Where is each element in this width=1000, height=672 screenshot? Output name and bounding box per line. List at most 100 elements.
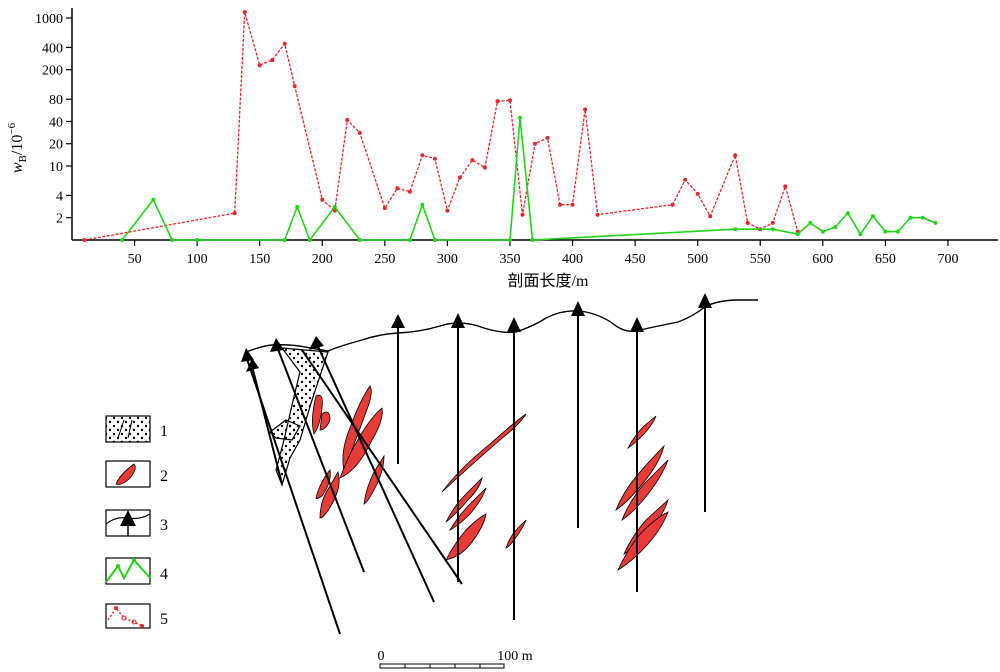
- scale-bar-body: [379, 663, 505, 669]
- breccia-fracture-mark: [117, 419, 133, 439]
- x-tick-label: 600: [812, 252, 833, 267]
- orebody: [312, 394, 323, 435]
- geochem-chart: 1000 400 200 80 40 20 10 4 2 50 100 150 200 250 300 35…: [6, 8, 998, 290]
- x-tick-label: 400: [562, 252, 583, 267]
- x-tick-label: 200: [312, 252, 333, 267]
- data-point: [883, 229, 888, 234]
- x-tick-label: 700: [937, 252, 958, 267]
- series-5: [82, 10, 800, 242]
- x-tick-label: 100: [187, 252, 208, 267]
- orebody: [621, 459, 669, 522]
- data-point: [257, 63, 262, 68]
- legend-marker: [131, 619, 137, 625]
- data-point: [770, 227, 775, 232]
- legend-drill-arrow: [120, 510, 136, 526]
- data-point: [282, 238, 287, 242]
- legend-item-2: 2: [105, 460, 168, 488]
- legend-number: 1: [160, 423, 168, 440]
- collar-arrow-icon: [309, 336, 324, 350]
- series-4: [120, 115, 938, 242]
- data-point: [307, 238, 312, 242]
- drillholes: [245, 300, 706, 635]
- data-point: [482, 165, 487, 170]
- collar-arrow-icon: [630, 317, 644, 332]
- drillhole: [301, 349, 463, 585]
- data-point: [745, 220, 750, 225]
- data-point: [445, 208, 450, 213]
- data-point: [670, 202, 675, 207]
- data-point: [545, 135, 550, 140]
- legend-number: 2: [160, 468, 168, 485]
- x-tick-label: 500: [687, 252, 708, 267]
- svg-text:wB/10−6: wB/10−6: [6, 122, 29, 173]
- series-layer: [82, 10, 938, 242]
- data-point: [357, 130, 362, 135]
- orebodies: [312, 385, 669, 572]
- data-point: [808, 220, 813, 225]
- data-point: [895, 229, 900, 234]
- data-point: [583, 107, 588, 112]
- legend-number: 4: [160, 566, 168, 583]
- orebody: [319, 411, 331, 431]
- y-axis-title-exp: −6: [6, 122, 18, 134]
- red-orebody-lens-icon: [115, 463, 136, 485]
- orebody: [445, 513, 487, 561]
- legend-item-1: 1: [105, 415, 168, 443]
- legend-marker: [132, 558, 136, 562]
- legend-number: 5: [160, 611, 168, 628]
- data-point: [232, 211, 237, 216]
- data-point: [432, 156, 437, 161]
- breccia-hatch: [269, 419, 301, 441]
- data-point: [858, 232, 863, 237]
- y-tick-label: 1000: [35, 12, 63, 27]
- data-point: [795, 232, 800, 237]
- red-series-line-icon: [107, 606, 143, 627]
- y-tick-label: 20: [49, 138, 63, 153]
- y-tick-label: 400: [42, 41, 63, 56]
- data-point: [833, 225, 838, 229]
- data-point: [495, 99, 500, 104]
- collar-arrow-icon: [270, 338, 284, 352]
- x-tick-label: 650: [875, 252, 896, 267]
- data-point: [432, 238, 437, 242]
- data-point: [870, 214, 875, 219]
- data-point: [845, 211, 850, 216]
- data-point: [357, 238, 362, 242]
- data-point: [508, 98, 512, 103]
- orebody: [319, 470, 340, 519]
- data-point: [151, 197, 156, 202]
- data-point: [320, 197, 325, 202]
- green-series-line-icon: [105, 558, 151, 583]
- scale-bar: 0 100 m: [378, 649, 533, 669]
- data-point: [908, 215, 913, 220]
- orebody: [615, 444, 665, 512]
- data-point: [332, 204, 337, 209]
- breccia-dots-icon: [105, 415, 151, 443]
- y-axis-title: wB/10−6: [6, 122, 29, 173]
- x-axis-title: 剖面长度/m: [508, 272, 589, 290]
- x-tick-label: 150: [249, 252, 270, 267]
- data-point: [120, 238, 125, 242]
- data-point: [407, 238, 412, 242]
- legend-item-4: 4: [105, 557, 168, 585]
- legend-item-5: 5: [105, 603, 168, 629]
- data-point: [195, 238, 200, 242]
- series-line: [84, 11, 799, 241]
- y-tick-label: 80: [49, 93, 63, 108]
- y-tick-label: 4: [56, 189, 63, 204]
- data-point: [733, 227, 738, 232]
- data-point: [695, 191, 700, 196]
- x-tick-label: 350: [499, 252, 520, 267]
- drillhole-collars: [241, 293, 712, 372]
- y-tick-label: 200: [42, 64, 63, 79]
- data-point: [508, 238, 512, 242]
- cross-section: [241, 293, 758, 635]
- data-point: [295, 204, 300, 209]
- y-axis-title-sub: B: [17, 155, 29, 162]
- collar-arrow-icon: [571, 301, 585, 316]
- drillhole: [251, 365, 283, 485]
- topographic-surface: [245, 299, 758, 353]
- data-point: [82, 238, 87, 242]
- data-point: [783, 184, 788, 189]
